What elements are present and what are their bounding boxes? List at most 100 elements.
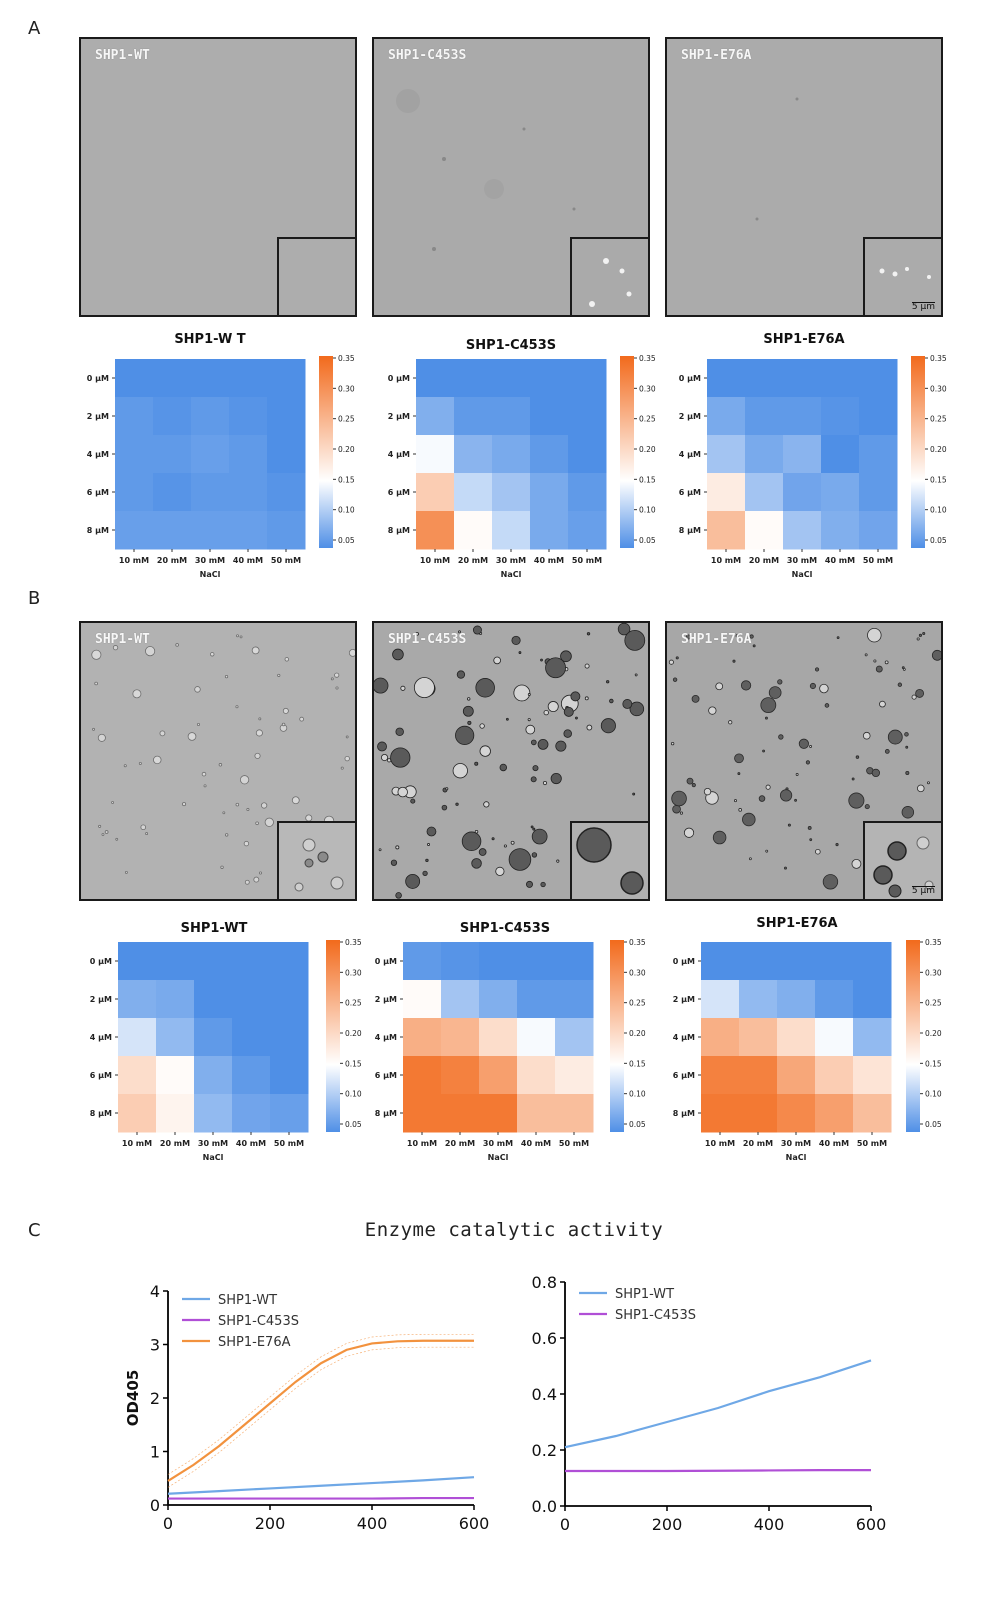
droplet bbox=[915, 689, 925, 698]
droplet bbox=[679, 811, 683, 815]
heatmap-cell bbox=[555, 942, 594, 981]
droplet bbox=[472, 625, 482, 635]
heatmap-cell bbox=[492, 359, 531, 398]
heatmap-cell bbox=[416, 511, 455, 550]
colorbar-tick-label: 0.30 bbox=[930, 384, 947, 393]
droplet bbox=[187, 732, 197, 741]
droplet bbox=[542, 780, 548, 786]
droplet bbox=[902, 667, 906, 671]
droplet bbox=[387, 758, 392, 763]
row-tick-label: 4 μM bbox=[388, 450, 410, 459]
colorbar-tick-label: 0.25 bbox=[629, 999, 646, 1008]
droplet bbox=[493, 656, 501, 665]
heatmap-cell bbox=[783, 511, 822, 550]
droplet bbox=[778, 734, 784, 740]
row-tick-label: 4 μM bbox=[87, 450, 109, 459]
heatmap-cell bbox=[454, 511, 493, 550]
heatmap-cell bbox=[156, 980, 195, 1019]
heatmap-cell bbox=[191, 397, 230, 436]
heatmap-cell bbox=[191, 435, 230, 474]
droplet bbox=[461, 831, 482, 852]
row-tick-label: 0 μM bbox=[388, 374, 410, 383]
droplet bbox=[532, 827, 536, 831]
heatmap-cell bbox=[454, 359, 493, 398]
droplet bbox=[390, 747, 411, 768]
heatmap-cell bbox=[194, 1094, 233, 1133]
droplet bbox=[518, 651, 522, 654]
heatmap-cell bbox=[783, 397, 822, 436]
x-tick-label: 0 bbox=[163, 1514, 173, 1533]
droplet bbox=[505, 717, 509, 721]
droplet bbox=[255, 729, 263, 737]
droplet bbox=[196, 722, 200, 727]
heatmap-cell bbox=[267, 359, 306, 398]
droplet bbox=[334, 672, 340, 678]
zoom-inset bbox=[570, 821, 648, 899]
col-tick-label: 30 mM bbox=[496, 556, 526, 565]
colorbar-tick-label: 0.05 bbox=[925, 1120, 942, 1129]
y-tick-label: 0.4 bbox=[532, 1385, 557, 1404]
col-tick-label: 50 mM bbox=[857, 1139, 887, 1148]
col-tick-label: 30 mM bbox=[198, 1139, 228, 1148]
droplet bbox=[138, 762, 142, 765]
colorbar-tick-label: 0.10 bbox=[925, 1090, 942, 1099]
heatmap-cell bbox=[555, 1018, 594, 1057]
droplet bbox=[182, 802, 187, 807]
heatmap-0: 0 μM 2 μM 4 μM 6 μM 8 μM 10 mM 20 mM 30 mM 40 mM… bbox=[87, 354, 355, 579]
colorbar-tick-label: 0.35 bbox=[338, 354, 355, 363]
heatmap-cell bbox=[403, 1056, 442, 1095]
droplet bbox=[112, 645, 119, 651]
heatmap-cell bbox=[441, 942, 480, 981]
heatmap-cell bbox=[530, 435, 569, 474]
heatmap-cell bbox=[118, 1094, 157, 1133]
droplet bbox=[732, 659, 736, 663]
droplet bbox=[586, 724, 593, 731]
row-tick-label: 0 μM bbox=[375, 957, 397, 966]
heatmap-cell bbox=[777, 980, 816, 1019]
heatmap-title-a-wt: SHP1-W T bbox=[174, 332, 246, 347]
heatmap-cell bbox=[479, 942, 518, 981]
panel-label-b: B bbox=[28, 588, 41, 609]
droplet bbox=[291, 796, 300, 805]
droplet bbox=[251, 646, 260, 655]
colorbar-tick-label: 0.20 bbox=[925, 1029, 942, 1038]
x-tick-label: 400 bbox=[754, 1515, 785, 1534]
panel-label-c: C bbox=[28, 1220, 41, 1241]
micrograph-texture bbox=[374, 39, 648, 315]
row-tick-label: 8 μM bbox=[375, 1109, 397, 1118]
droplet bbox=[748, 857, 752, 861]
col-tick-label: 50 mM bbox=[274, 1139, 304, 1148]
heatmap-cell bbox=[568, 473, 607, 512]
inset-droplets bbox=[873, 836, 934, 898]
droplet bbox=[140, 824, 147, 831]
droplet bbox=[765, 716, 768, 720]
micrograph-a-wt: SHP1-WT bbox=[79, 37, 357, 317]
droplet bbox=[530, 739, 537, 746]
heatmap-cell bbox=[403, 942, 442, 981]
droplet bbox=[575, 716, 578, 720]
droplet bbox=[563, 706, 574, 717]
droplet bbox=[91, 649, 102, 660]
droplet bbox=[685, 634, 691, 640]
heatmap-cell bbox=[821, 359, 860, 398]
y-tick-label: 4 bbox=[150, 1282, 160, 1301]
heatmap-cell bbox=[229, 359, 268, 398]
y-tick-label: 0.8 bbox=[532, 1273, 557, 1292]
droplet bbox=[672, 804, 681, 814]
heatmap-cell bbox=[745, 359, 784, 398]
y-tick-label: 0.2 bbox=[532, 1441, 557, 1460]
droplet bbox=[807, 826, 812, 830]
droplet bbox=[471, 858, 482, 869]
heatmap-cell bbox=[745, 435, 784, 474]
droplet bbox=[236, 634, 239, 638]
heatmap-cell bbox=[156, 1018, 195, 1057]
col-tick-label: 30 mM bbox=[483, 1139, 513, 1148]
droplet bbox=[758, 795, 766, 802]
droplet bbox=[225, 833, 229, 837]
heatmap-cell bbox=[859, 511, 898, 550]
x-tick-label: 200 bbox=[652, 1515, 683, 1534]
legend-label: SHP1-C453S bbox=[615, 1308, 696, 1323]
droplet bbox=[922, 631, 926, 636]
row-tick-label: 0 μM bbox=[87, 374, 109, 383]
